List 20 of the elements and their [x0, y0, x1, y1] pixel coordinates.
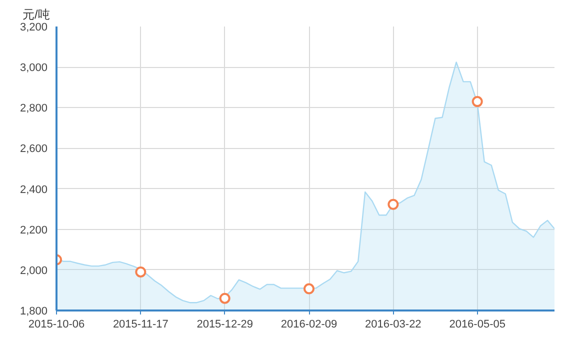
y-tick-label: 2,600 [20, 143, 48, 156]
y-tick-label: 3,200 [20, 22, 48, 34]
y-tick-label: 2,800 [20, 102, 48, 115]
point [304, 283, 315, 294]
x-tick-label: 2016-02-09 [280, 318, 338, 330]
y-tick-label: 1,800 [20, 306, 48, 318]
point [135, 266, 146, 278]
x-tick-label: 2015-12-29 [196, 318, 253, 330]
y-tick-label: 2,000 [20, 264, 48, 277]
x-tick-label: 2016-05-05 [449, 318, 506, 330]
y-tick-label: 2,400 [20, 184, 48, 196]
point [388, 198, 399, 210]
point [472, 96, 483, 108]
x-tick-label: 2015-11-17 [112, 318, 168, 330]
y-tick-label: 3,000 [20, 62, 48, 74]
x-tick-label: 2016-03-22 [365, 318, 422, 330]
point [219, 292, 230, 304]
x-tick-label: 2015-10-06 [28, 318, 85, 330]
y-axis-title: 元/吨 [22, 8, 50, 22]
y-tick-label: 2,200 [20, 224, 48, 236]
